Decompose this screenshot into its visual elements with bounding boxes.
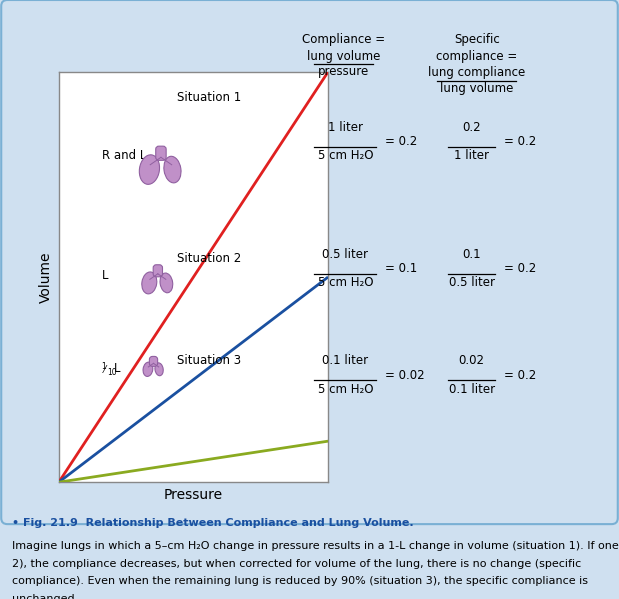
Text: 0.1 liter: 0.1 liter [449, 383, 495, 396]
Text: Compliance =: Compliance = [302, 33, 385, 46]
Text: 0.02: 0.02 [459, 354, 485, 367]
Text: lung volume: lung volume [440, 82, 513, 95]
Text: Situation 1: Situation 1 [177, 90, 241, 104]
Text: • Fig. 21.9  Relationship Between Compliance and Lung Volume.: • Fig. 21.9 Relationship Between Complia… [12, 518, 414, 528]
Text: pressure: pressure [318, 65, 369, 78]
Text: L: L [114, 362, 121, 375]
Text: 0.2: 0.2 [462, 120, 481, 134]
Text: 1 liter: 1 liter [454, 149, 489, 162]
Text: 5 cm H₂O: 5 cm H₂O [318, 149, 373, 162]
Text: 0.1: 0.1 [462, 247, 481, 261]
Text: 2), the compliance decreases, but when corrected for volume of the lung, there i: 2), the compliance decreases, but when c… [12, 558, 582, 568]
Text: Situation 2: Situation 2 [177, 252, 241, 265]
Text: Specific: Specific [454, 33, 500, 46]
Text: 5 cm H₂O: 5 cm H₂O [318, 276, 373, 289]
Text: lung volume: lung volume [307, 50, 380, 63]
Text: compliance). Even when the remaining lung is reduced by 90% (situation 3), the s: compliance). Even when the remaining lun… [12, 576, 589, 586]
Text: 0.1 liter: 0.1 liter [322, 354, 368, 367]
Text: = 0.2: = 0.2 [504, 262, 536, 276]
Text: Situation 3: Situation 3 [177, 354, 241, 367]
Text: 5 cm H₂O: 5 cm H₂O [318, 383, 373, 396]
Text: = 0.2: = 0.2 [504, 369, 536, 382]
Text: unchanged.: unchanged. [12, 594, 79, 599]
Text: Imagine lungs in which a 5–cm H₂O change in pressure results in a 1-L change in : Imagine lungs in which a 5–cm H₂O change… [12, 541, 619, 550]
Text: = 0.1: = 0.1 [385, 262, 417, 276]
Text: compliance =: compliance = [436, 50, 517, 63]
Text: = 0.02: = 0.02 [385, 369, 425, 382]
Text: 0.5 liter: 0.5 liter [322, 247, 368, 261]
Text: = 0.2: = 0.2 [504, 135, 536, 149]
Text: = 0.2: = 0.2 [385, 135, 417, 149]
Y-axis label: Volume: Volume [39, 252, 53, 302]
Text: 1: 1 [101, 362, 106, 371]
X-axis label: Pressure: Pressure [164, 488, 223, 502]
Text: R and L: R and L [102, 149, 147, 162]
Text: L: L [102, 269, 109, 282]
Text: 10: 10 [107, 368, 117, 377]
Text: 1 liter: 1 liter [328, 120, 363, 134]
Text: lung compliance: lung compliance [428, 66, 526, 80]
Text: ⁄: ⁄ [104, 365, 106, 374]
Text: 0.5 liter: 0.5 liter [449, 276, 495, 289]
